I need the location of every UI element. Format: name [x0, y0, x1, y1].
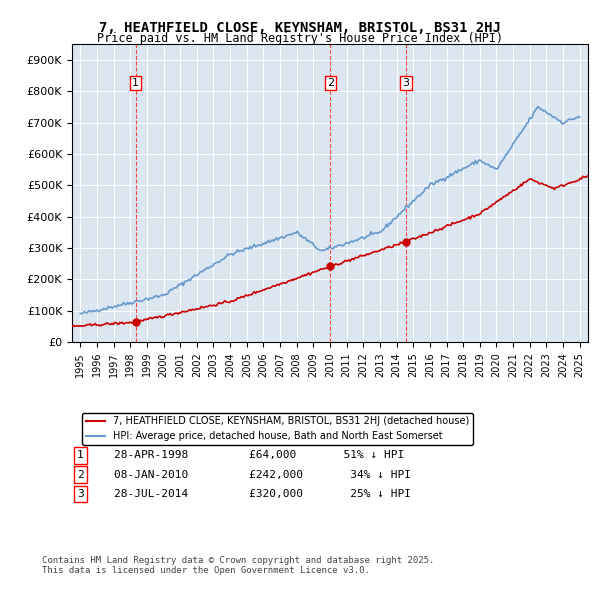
- Text: 1: 1: [132, 78, 139, 88]
- Text: 2: 2: [77, 470, 84, 480]
- Text: 08-JAN-2010         £242,000       34% ↓ HPI: 08-JAN-2010 £242,000 34% ↓ HPI: [88, 470, 412, 480]
- Text: 1: 1: [77, 450, 84, 460]
- Text: 3: 3: [403, 78, 410, 88]
- Legend: 7, HEATHFIELD CLOSE, KEYNSHAM, BRISTOL, BS31 2HJ (detached house), HPI: Average : 7, HEATHFIELD CLOSE, KEYNSHAM, BRISTOL, …: [82, 412, 473, 445]
- Text: Contains HM Land Registry data © Crown copyright and database right 2025.
This d: Contains HM Land Registry data © Crown c…: [42, 556, 434, 575]
- Text: 28-APR-1998         £64,000       51% ↓ HPI: 28-APR-1998 £64,000 51% ↓ HPI: [88, 450, 405, 460]
- Text: 28-JUL-2014         £320,000       25% ↓ HPI: 28-JUL-2014 £320,000 25% ↓ HPI: [88, 489, 412, 499]
- Text: 3: 3: [77, 489, 84, 499]
- Text: Price paid vs. HM Land Registry's House Price Index (HPI): Price paid vs. HM Land Registry's House …: [97, 32, 503, 45]
- Text: 2: 2: [327, 78, 334, 88]
- Text: 7, HEATHFIELD CLOSE, KEYNSHAM, BRISTOL, BS31 2HJ: 7, HEATHFIELD CLOSE, KEYNSHAM, BRISTOL, …: [99, 21, 501, 35]
